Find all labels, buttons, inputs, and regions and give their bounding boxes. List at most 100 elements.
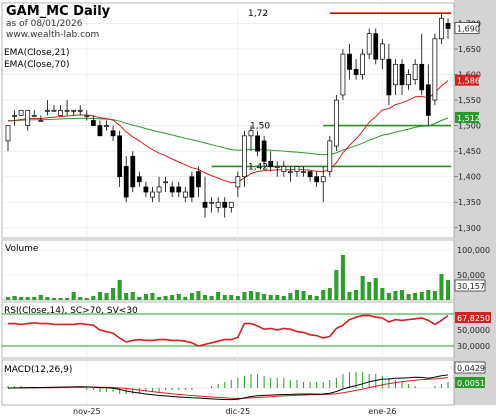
volume-bar: [439, 274, 444, 300]
svg-text:0,0051: 0,0051: [457, 379, 485, 388]
candle-body: [130, 155, 136, 188]
candle-body: [202, 201, 208, 208]
volume-bar: [38, 295, 43, 300]
candle-body: [353, 69, 359, 75]
volume-bar: [12, 296, 17, 300]
candle-body: [261, 140, 267, 162]
svg-text:67,8250: 67,8250: [457, 314, 490, 323]
volume-bar: [137, 297, 142, 300]
volume-bar: [143, 294, 148, 300]
ema21-line: [7, 80, 449, 184]
volume-bar: [124, 293, 129, 300]
volume-bar: [91, 296, 96, 300]
ema70-badge: 1,512: [455, 111, 480, 123]
price-tick-label: 1,550: [458, 96, 481, 105]
volume-tick-label: 100,000: [457, 246, 490, 255]
price-pane: [1, 2, 455, 239]
volume-bar: [222, 295, 227, 300]
candle-body: [288, 171, 293, 173]
volume-bar: [294, 290, 299, 300]
volume-bar: [51, 298, 57, 300]
candle-body: [84, 115, 90, 117]
svg-text:1,512: 1,512: [457, 114, 480, 123]
grid-lines: [2, 3, 454, 405]
candle-body: [176, 186, 182, 193]
support-label-upper: 1,50: [250, 122, 270, 132]
volume-bar: [406, 294, 411, 300]
volume-label: Volume: [5, 244, 39, 254]
rsi-tick-label: 50,0000: [457, 326, 490, 335]
macd-label: MACD(12,26,9): [4, 365, 72, 375]
price-tick-label: 1,450: [458, 147, 481, 156]
candle-body: [51, 109, 57, 112]
volume-bar: [130, 292, 135, 300]
volume-bar: [183, 297, 188, 300]
chart-source: www.wealth-lab.com: [6, 30, 99, 40]
svg-text:1,586: 1,586: [457, 77, 480, 86]
volume-bar: [354, 290, 359, 300]
time-tick-label: ene-26: [368, 407, 396, 416]
volume-bar: [163, 296, 168, 300]
volume-bar: [399, 290, 405, 300]
volume-bar: [426, 290, 431, 300]
volume-bar: [157, 297, 162, 300]
candle-body: [117, 135, 123, 178]
candle-body: [104, 125, 109, 127]
volume-bar: [117, 280, 122, 300]
volume-layer: [5, 255, 451, 300]
candle-body: [12, 115, 17, 117]
volume-bar: [268, 295, 273, 300]
macd-hist-badge: 0,0051: [455, 377, 485, 388]
resistance-label: 1,72: [248, 9, 268, 19]
rsi-tick-label: 30,0000: [457, 342, 490, 351]
chart-title: GAM_MC Daily: [6, 4, 111, 19]
candle-body: [333, 99, 339, 147]
volume-bar: [45, 297, 50, 300]
volume-bar: [248, 291, 254, 300]
candle-body: [379, 43, 385, 60]
volume-bar: [288, 293, 293, 300]
candle-body: [64, 109, 70, 112]
price-layer: [5, 12, 451, 218]
candle-body: [274, 166, 280, 168]
candle-body: [143, 186, 149, 193]
candle-body: [248, 130, 254, 137]
candle-body: [235, 176, 241, 188]
candle-body: [215, 201, 221, 208]
volume-bar: [97, 292, 102, 300]
ema70-line: [7, 117, 449, 156]
candle-body: [439, 17, 444, 40]
volume-bar: [321, 290, 326, 300]
candle-body: [340, 53, 346, 96]
rsi-layer: [2, 313, 454, 347]
candle-body: [182, 191, 188, 198]
volume-bar: [71, 292, 76, 300]
support-label-lower: 1,42: [248, 162, 268, 172]
candle-body: [419, 63, 425, 91]
candle-body: [393, 63, 398, 86]
volume-bar: [327, 288, 332, 300]
candle-body: [347, 53, 352, 70]
volume-bar: [170, 295, 175, 300]
volume-bar: [386, 293, 391, 300]
volume-bar: [176, 294, 181, 300]
volume-bar: [242, 292, 247, 300]
price-tick-label: 1,650: [458, 45, 481, 54]
candle-body: [432, 38, 438, 101]
candle-body: [425, 84, 431, 116]
candle-body: [169, 186, 175, 193]
price-tick-label: 1,400: [458, 173, 481, 182]
volume-bar: [262, 294, 267, 300]
volume-bar: [111, 288, 116, 300]
rsi-line: [8, 314, 449, 347]
volume-bar: [189, 293, 194, 300]
price-tick-label: 1,500: [458, 122, 481, 131]
candle-body: [31, 115, 37, 117]
candle-body: [97, 125, 103, 137]
volume-bar: [275, 295, 280, 300]
candle-body: [242, 135, 247, 178]
volume-bar: [5, 297, 11, 300]
candle-body: [71, 109, 77, 112]
candle-body: [110, 130, 116, 137]
